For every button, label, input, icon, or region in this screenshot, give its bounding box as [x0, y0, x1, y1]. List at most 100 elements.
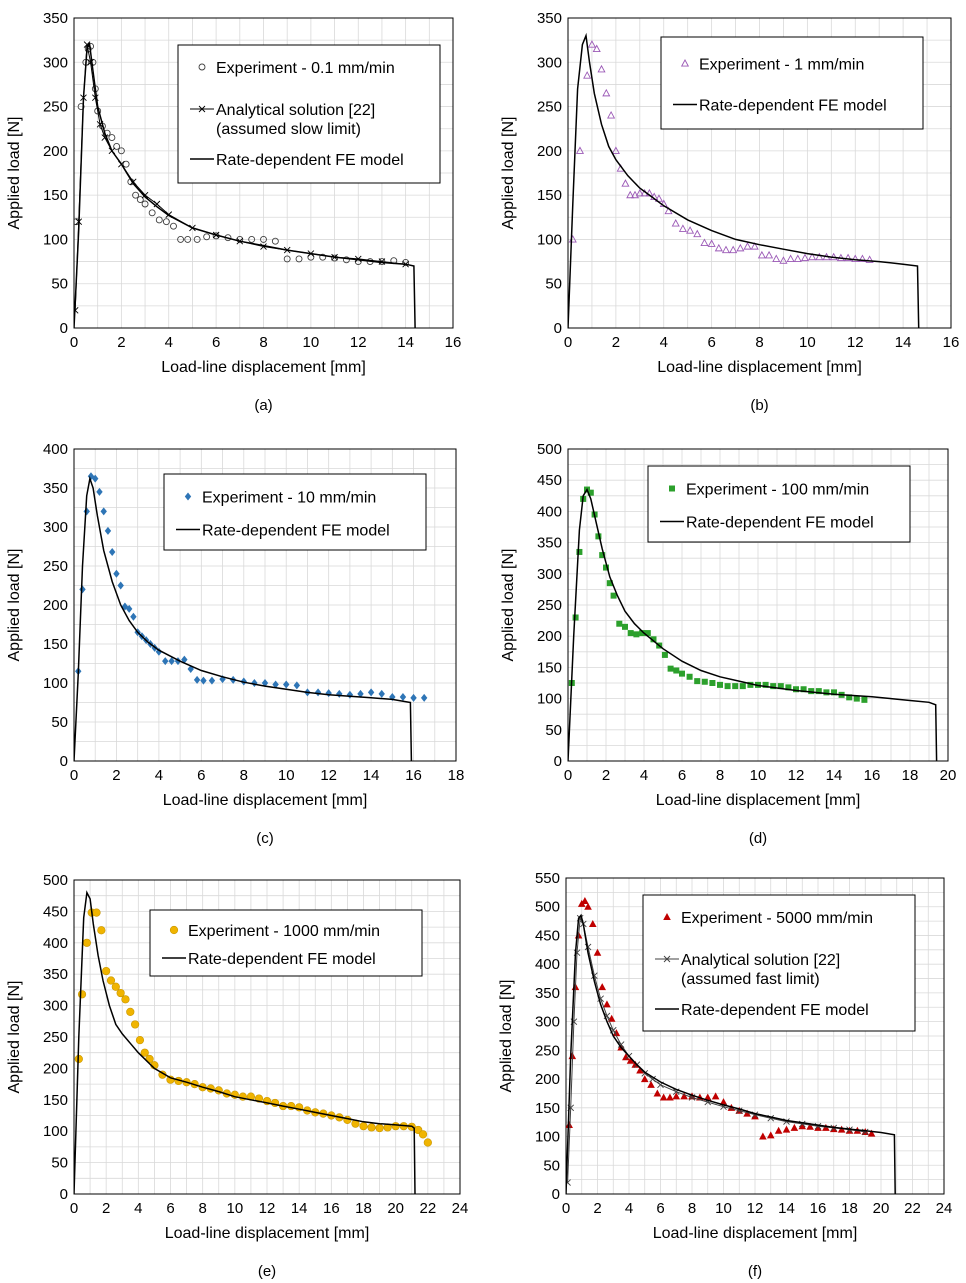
data-point — [79, 585, 86, 594]
legend: Experiment - 10 mm/min Rate-dependent FE … — [163, 473, 427, 551]
x-tick-label: 4 — [155, 767, 163, 784]
data-point — [679, 670, 685, 677]
data-point — [757, 250, 766, 259]
legend-label: Experiment - 100 mm/min — [686, 482, 869, 499]
data-point — [607, 110, 616, 119]
data-point — [774, 1126, 783, 1134]
y-tick-label: 50 — [51, 276, 68, 293]
y-axis-title: Applied load [N] — [500, 549, 517, 662]
data-point — [770, 683, 777, 690]
legend-box — [149, 909, 423, 977]
data-point — [612, 1029, 621, 1037]
y-tick-label: 350 — [43, 480, 68, 497]
data-point — [703, 1093, 712, 1101]
panel-caption: (e) — [258, 1263, 276, 1280]
x-tick-label: 12 — [320, 767, 337, 784]
plot-frame — [567, 448, 949, 762]
data-point — [762, 681, 769, 688]
y-tick-label: 400 — [535, 956, 560, 973]
data-point — [193, 235, 201, 243]
data-point — [391, 1122, 400, 1131]
x-tick-label: 12 — [847, 334, 864, 351]
legend: Experiment - 100 mm/min Rate-dependent FE… — [647, 465, 911, 543]
data-point — [800, 253, 810, 262]
data-point — [261, 679, 269, 687]
data-point — [587, 40, 596, 48]
data-point — [729, 245, 738, 254]
legend-label: Experiment - 10 mm/min — [202, 490, 376, 507]
x-axis-title: Load-line displacement [mm] — [656, 792, 861, 809]
x-tick-label: 4 — [134, 1200, 142, 1217]
x-tick-label: 6 — [212, 334, 220, 351]
series-fe-model — [566, 913, 896, 1195]
data-point — [650, 636, 657, 643]
chart-panel-d: 0 2 4 6 8 10 12 14 16 18 2005010015020025030035040… — [500, 441, 956, 847]
data-point — [367, 1123, 376, 1132]
y-tick-label: 400 — [43, 441, 68, 458]
data-point — [354, 255, 362, 263]
legend-marker — [663, 955, 671, 963]
chart-panel-e: 0 2 4 6 8 10 12 14 16 18 20 22 240501001502002503003… — [6, 872, 468, 1280]
data-point — [588, 919, 597, 927]
legend-label: Experiment - 5000 mm/min — [681, 910, 873, 927]
data-point — [102, 966, 111, 976]
data-point — [721, 245, 731, 254]
data-point — [410, 693, 417, 702]
x-tick-label: 18 — [448, 767, 465, 784]
data-point — [117, 581, 124, 590]
x-tick-label: 6 — [678, 767, 686, 784]
data-point — [636, 1066, 644, 1074]
data-point — [798, 1122, 807, 1130]
x-tick-label: 24 — [936, 1200, 953, 1217]
data-point — [659, 1093, 668, 1101]
y-tick-label: 500 — [43, 872, 68, 889]
panel-caption: (b) — [750, 397, 768, 414]
y-tick-label: 150 — [43, 187, 68, 204]
data-point — [271, 237, 279, 245]
series-line — [568, 32, 920, 329]
tick-labels: 0 2 4 6 8 10 12 14 16 18 0 50 100 150 200 250 300 350 400 — [43, 441, 464, 784]
x-tick-label: 6 — [197, 767, 205, 784]
data-point — [148, 209, 156, 217]
legend-label: Analytical solution [22] — [681, 952, 840, 969]
data-point — [97, 926, 106, 935]
y-tick-label: 200 — [43, 143, 68, 160]
data-point — [319, 253, 327, 261]
legend-label: (assumed fast limit) — [681, 971, 820, 988]
x-tick-label: 4 — [625, 1200, 633, 1217]
data-point — [170, 222, 177, 230]
x-tick-label: 10 — [715, 1200, 732, 1217]
x-axis-title: Load-line displacement [mm] — [163, 792, 368, 809]
y-tick-label: 350 — [43, 10, 68, 27]
data-point — [236, 235, 244, 243]
y-tick-label: 100 — [43, 675, 68, 692]
data-point — [686, 673, 693, 680]
x-tick-label: 24 — [452, 1200, 469, 1217]
data-point — [793, 686, 799, 693]
legend-label: Experiment - 1000 mm/min — [188, 923, 380, 940]
data-point — [108, 134, 116, 142]
data-point — [104, 526, 112, 535]
series-fe-model — [74, 890, 416, 1195]
data-point — [814, 1123, 822, 1131]
y-tick-label: 250 — [535, 1042, 560, 1059]
x-axis-title: Load-line displacement [mm] — [161, 359, 366, 376]
data-point — [566, 1179, 571, 1186]
y-axis-title: Applied load [N] — [500, 117, 517, 230]
y-axis-title: Applied load [N] — [6, 549, 23, 662]
x-tick-label: 2 — [102, 1200, 110, 1217]
data-point — [750, 242, 759, 250]
data-point — [113, 569, 120, 578]
data-point — [359, 1122, 368, 1131]
y-tick-label: 300 — [537, 566, 562, 583]
x-tick-label: 8 — [259, 334, 267, 351]
data-point — [779, 256, 788, 264]
y-tick-label: 50 — [545, 276, 562, 293]
data-point — [399, 693, 407, 702]
data-point — [203, 233, 211, 241]
data-point — [736, 243, 745, 252]
data-point — [597, 64, 606, 73]
plot-frame — [565, 877, 945, 1195]
data-point — [581, 896, 589, 904]
